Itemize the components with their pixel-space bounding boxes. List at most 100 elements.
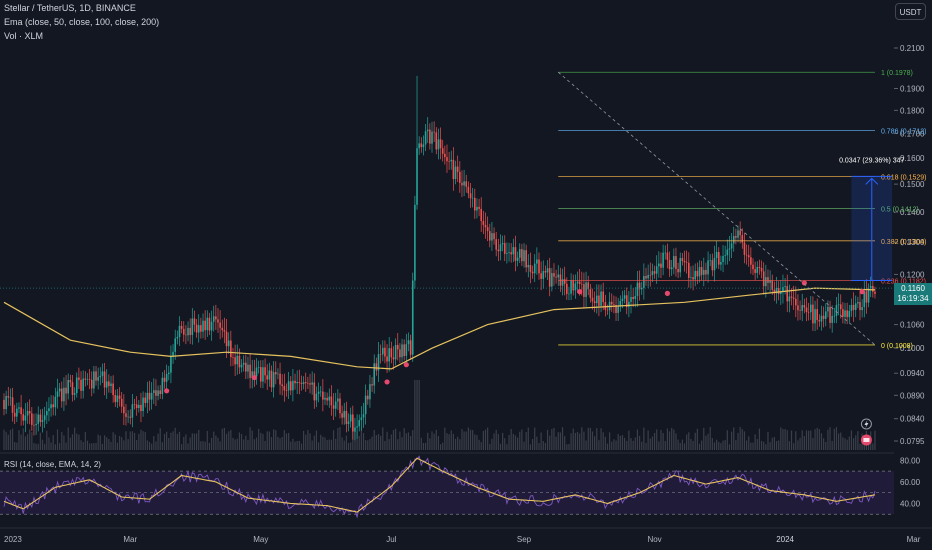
- volume-bar: [131, 431, 133, 450]
- candle-body: [360, 417, 363, 421]
- candle-body: [99, 375, 102, 378]
- candle-body: [784, 286, 786, 288]
- candle-body: [298, 382, 301, 383]
- candle-body: [253, 371, 256, 377]
- candle-body: [758, 267, 761, 268]
- volume-bar: [668, 431, 671, 450]
- rsi-line[interactable]: [3, 455, 876, 519]
- candle-body: [441, 148, 444, 154]
- volume-bar: [658, 441, 660, 450]
- volume-bar: [555, 436, 557, 450]
- candle-body: [867, 288, 870, 303]
- candle-body: [872, 285, 874, 292]
- candle-body: [347, 421, 350, 424]
- candle-body: [422, 144, 425, 148]
- volume-bar: [600, 428, 602, 450]
- ema-line[interactable]: [3, 287, 876, 370]
- volume-bar: [812, 438, 814, 450]
- candle-body: [157, 390, 159, 396]
- candle-body: [454, 166, 457, 180]
- volume-bar: [737, 432, 739, 450]
- candle-body: [741, 235, 744, 243]
- volume-bar: [309, 433, 311, 450]
- price-axis-label: 0.1600: [900, 154, 925, 163]
- candle-body: [574, 283, 577, 291]
- volume-bar: [401, 437, 403, 450]
- candle-body: [493, 233, 495, 240]
- candle-body: [585, 282, 587, 297]
- volume-bar: [330, 439, 333, 450]
- candle-body: [384, 347, 386, 357]
- lightning-icon[interactable]: [860, 418, 872, 430]
- volume-bar: [427, 432, 429, 450]
- volume-bar: [626, 440, 628, 450]
- candle-body: [167, 372, 170, 375]
- volume-bar: [523, 441, 525, 450]
- fib-trend-line[interactable]: [557, 71, 876, 346]
- volume-bar: [288, 432, 290, 450]
- rsi-ema-line[interactable]: [3, 457, 876, 513]
- currency-badge[interactable]: USDT: [895, 3, 926, 20]
- volume-bar: [322, 436, 324, 450]
- lightning-icon-glyph: [864, 420, 869, 428]
- candle-body: [16, 408, 18, 417]
- volume-bar: [583, 431, 585, 450]
- volume-bar: [356, 430, 358, 450]
- volume-bar: [277, 436, 279, 450]
- candle-body: [180, 325, 183, 329]
- candle-body: [852, 304, 855, 310]
- candle-body: [551, 273, 553, 287]
- candle-body: [673, 256, 675, 268]
- volume-bar: [181, 444, 183, 450]
- volume-bar: [249, 427, 251, 450]
- volume-bar: [403, 428, 405, 450]
- volume-indicator-label[interactable]: Vol · XLM: [4, 31, 44, 41]
- price-axis-label: 0.0890: [900, 391, 925, 400]
- volume-bar: [264, 440, 266, 450]
- volume-bar: [258, 428, 260, 450]
- symbol-title[interactable]: Stellar / TetherUS, 1D, BINANCE: [4, 3, 136, 13]
- candle-body: [707, 260, 709, 275]
- candle-body: [874, 291, 876, 294]
- candle-body: [437, 139, 440, 150]
- volume-bar: [724, 439, 726, 450]
- volume-bar: [756, 439, 758, 450]
- volume-bar: [420, 437, 422, 450]
- candle-body: [563, 279, 566, 284]
- candle-body: [234, 357, 236, 365]
- candle-body: [13, 412, 16, 417]
- volume-bar: [121, 437, 123, 450]
- candle-body: [525, 250, 527, 268]
- volume-bar: [512, 433, 514, 450]
- volume-bar: [606, 443, 609, 450]
- volume-bar: [778, 440, 780, 450]
- candle-body: [606, 309, 609, 311]
- volume-bar: [172, 431, 174, 450]
- volume-bar: [656, 429, 658, 450]
- candle-body: [191, 318, 194, 336]
- candle-body: [172, 351, 174, 357]
- candle-body: [812, 304, 814, 324]
- volume-bar: [673, 429, 675, 450]
- candle-body: [260, 367, 262, 382]
- candle-body: [747, 255, 750, 258]
- candle-body: [833, 315, 836, 317]
- volume-bar: [857, 431, 859, 450]
- candle-body: [140, 404, 142, 412]
- volume-bar: [281, 437, 283, 450]
- volume-bar: [61, 432, 63, 450]
- volume-bar: [688, 432, 690, 450]
- volume-bar: [863, 441, 865, 450]
- volume-bar: [260, 432, 262, 450]
- volume-bar: [337, 428, 339, 450]
- volume-bar: [89, 443, 91, 450]
- price-axis-label: 0.0795: [900, 437, 925, 446]
- ema-indicator-label[interactable]: Ema (close, 50, close, 100, close, 200): [4, 17, 160, 27]
- candle-body: [185, 334, 187, 336]
- candle-body: [480, 208, 483, 221]
- volume-bar: [707, 433, 709, 450]
- volume-bar: [202, 441, 204, 450]
- volume-bar: [347, 442, 350, 450]
- volume-bar: [651, 436, 654, 450]
